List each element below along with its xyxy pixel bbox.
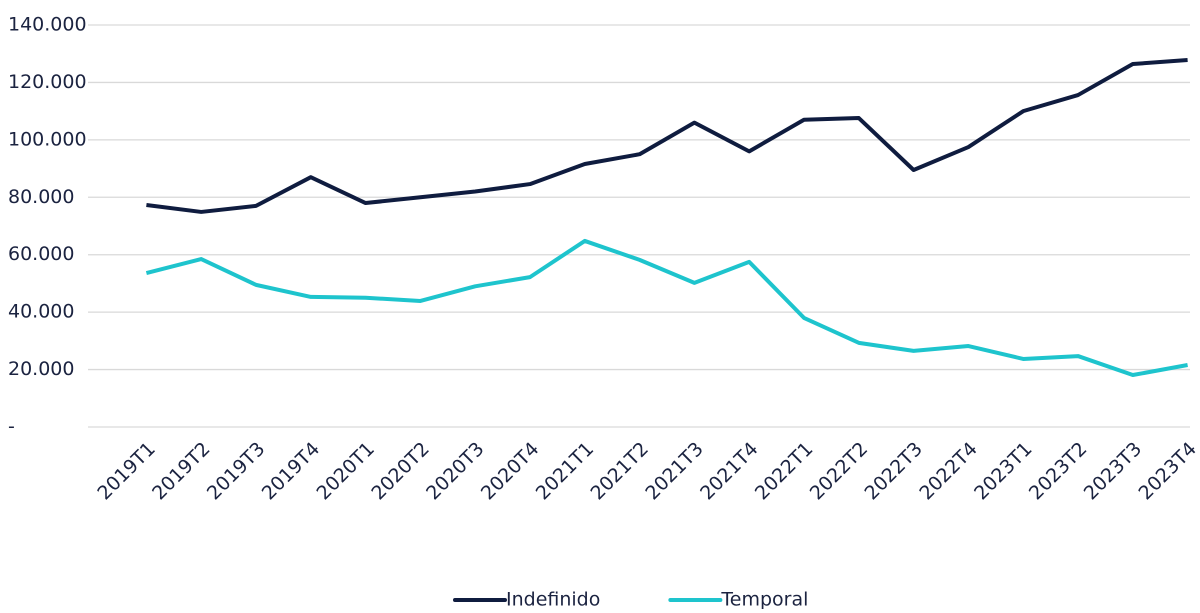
x-tick-label: 2023T4 [1135,438,1200,505]
x-tick-label: 2020T1 [313,438,380,505]
y-tick-label: 40.000 [8,301,74,323]
x-tick-label: 2023T1 [970,438,1037,505]
x-tick-label: 2021T1 [532,438,599,505]
line-series [145,238,1188,378]
y-tick-label: 80.000 [8,186,74,208]
legend-label: Indefinido [506,589,600,610]
y-tick-label: 60.000 [8,243,74,265]
x-tick-label: 2022T3 [861,438,928,505]
line-series [146,58,1188,214]
y-tick-label: 120.000 [8,71,87,93]
x-tick-label: 2021T3 [641,438,708,505]
y-tick-label: 140.000 [8,14,87,36]
x-tick-label: 2020T3 [422,438,489,505]
x-tick-label: 2019T2 [148,438,215,505]
x-tick-label: 2020T4 [477,438,544,505]
x-tick-label: 2021T4 [696,438,763,505]
x-tick-label: 2019T1 [93,438,160,505]
x-tick-label: 2021T2 [587,438,654,505]
x-tick-label: 2023T3 [1080,438,1147,505]
x-tick-label: 2022T1 [751,438,818,505]
x-tick-label: 2022T4 [915,438,982,505]
y-tick-label: 100.000 [8,128,87,150]
x-tick-label: 2019T4 [258,438,325,505]
x-tick-label: 2020T2 [367,438,434,505]
x-tick-label: 2023T2 [1025,438,1092,505]
y-tick-label: - [8,416,15,438]
x-tick-label: 2019T3 [203,438,270,505]
x-tick-label: 2022T2 [806,438,873,505]
y-tick-label: 20.000 [8,358,74,380]
legend-label: Temporal [720,589,808,610]
